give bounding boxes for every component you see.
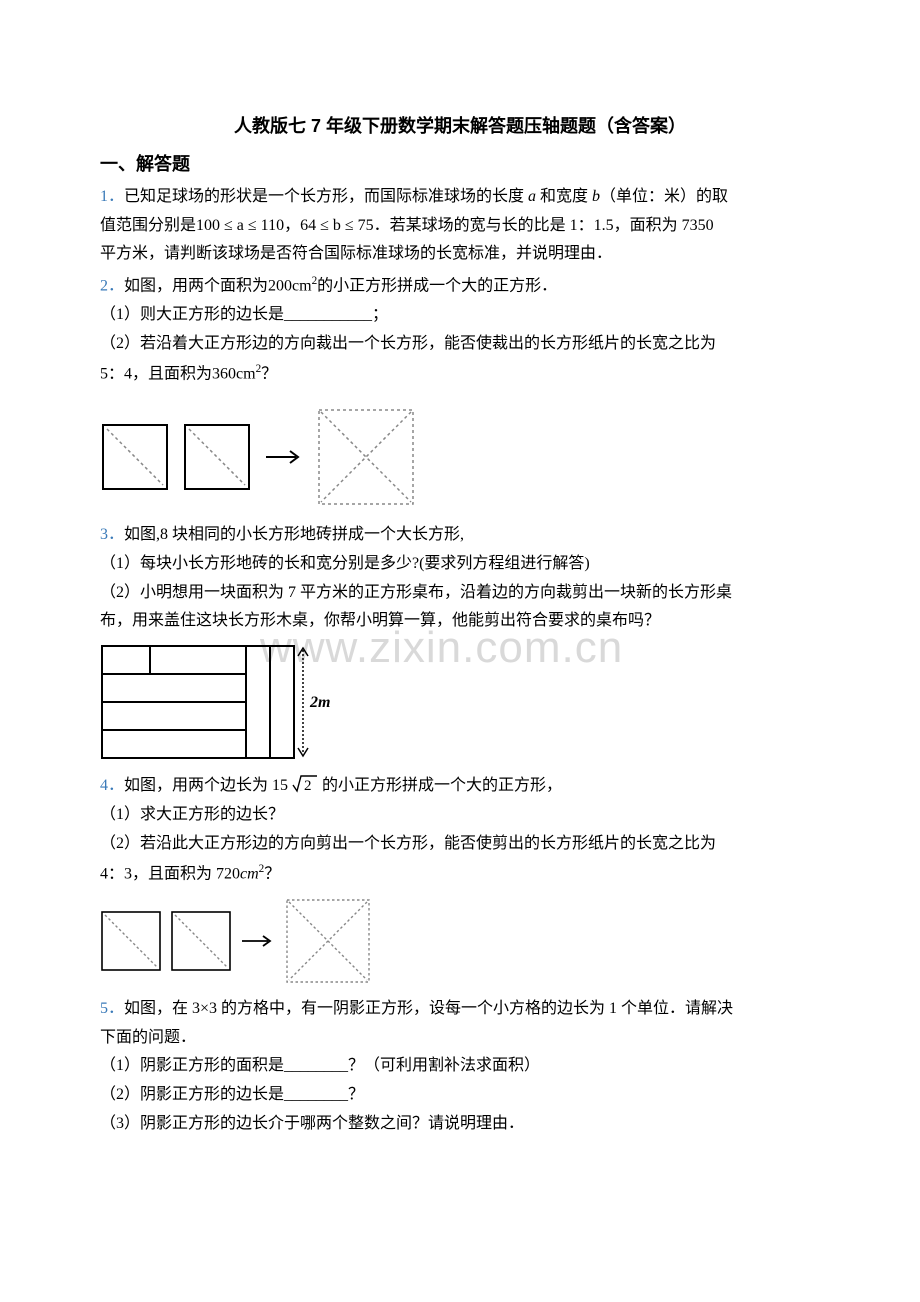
q2-p2: （2）若沿着大正方形边的方向裁出一个长方形，能否使裁出的长方形纸片的长宽之比为 bbox=[100, 330, 820, 359]
q5-num: 5． bbox=[100, 1000, 124, 1017]
q3-p3: 布，用来盖住这块长方形木桌，你帮小明算一算，他能剪出符合要求的桌布吗？ bbox=[100, 607, 820, 636]
question-2: 2．如图，用两个面积为200cm2的小正方形拼成一个大的正方形． （1）则大正方… bbox=[100, 271, 820, 389]
q4-p1: （1）求大正方形的边长？ bbox=[100, 801, 820, 830]
section-heading: 一、解答题 bbox=[100, 148, 820, 180]
q4-text: 的小正方形拼成一个大的正方形， bbox=[322, 777, 562, 794]
q1-text: 值范围分别是 bbox=[100, 217, 196, 234]
q2-text: 如图，用两个面积为 bbox=[124, 278, 268, 295]
svg-text:2: 2 bbox=[304, 778, 312, 793]
q4-text: 4：3，且面积为 720 bbox=[100, 865, 240, 882]
q2-text: 的小正方形拼成一个大的正方形． bbox=[317, 278, 557, 295]
question-3: 3．如图,8 块相同的小长方形地砖拼成一个大长方形, （1）每块小长方形地砖的长… bbox=[100, 521, 820, 636]
q4-small-square-2 bbox=[170, 910, 232, 972]
q3-figure: 2m bbox=[100, 644, 820, 762]
q1-text: （单位：米）的取 bbox=[600, 188, 728, 205]
q4-text: ？ bbox=[264, 865, 280, 882]
q4-big-square bbox=[284, 897, 372, 985]
q2-area1: 200cm bbox=[268, 278, 312, 295]
q2-text: 5：4，且面积为 bbox=[100, 365, 212, 382]
q4-figure bbox=[100, 897, 820, 985]
q1-var-a: a bbox=[528, 188, 536, 205]
page-title: 人教版七 7 年级下册数学期末解答题压轴题题（含答案） bbox=[100, 110, 820, 142]
q3-label: 2m bbox=[309, 694, 330, 711]
q5-p3: （3）阴影正方形的边长介于哪两个整数之间？请说明理由． bbox=[100, 1110, 820, 1139]
q5-text: 下面的问题． bbox=[100, 1024, 820, 1053]
q4-small-square-1 bbox=[100, 910, 162, 972]
question-1: 1．已知足球场的形状是一个长方形，而国际标准球场的长度 a 和宽度 b（单位：米… bbox=[100, 183, 820, 269]
q1-text: 平方米，请判断该球场是否符合国际标准球场的长宽标准，并说明理由． bbox=[100, 240, 820, 269]
q3-text: 如图,8 块相同的小长方形地砖拼成一个大长方形, bbox=[124, 526, 464, 543]
sqrt2-icon: 2 bbox=[292, 773, 318, 793]
q3-p1: （1）每块小长方形地砖的长和宽分别是多少?(要求列方程组进行解答) bbox=[100, 550, 820, 579]
q4-text: 如图，用两个边长为 15 bbox=[124, 777, 288, 794]
q3-p2: （2）小明想用一块面积为 7 平方米的正方形桌布，沿着边的方向裁剪出一块新的长方… bbox=[100, 579, 820, 608]
arrow-icon bbox=[240, 932, 276, 950]
q1-text: 已知足球场的形状是一个长方形，而国际标准球场的长度 bbox=[124, 188, 528, 205]
q1-range-b: 64 ≤ b ≤ 75 bbox=[300, 217, 374, 234]
q1-text: 和宽度 bbox=[536, 188, 592, 205]
q5-p1: （1）阴影正方形的面积是________？（可利用割补法求面积） bbox=[100, 1052, 820, 1081]
q2-big-square bbox=[316, 407, 416, 507]
q2-num: 2． bbox=[100, 278, 124, 295]
question-5: 5．如图，在 3×3 的方格中，有一阴影正方形，设每一个小方格的边长为 1 个单… bbox=[100, 995, 820, 1139]
q1-num: 1． bbox=[100, 188, 124, 205]
q1-text: ．若某球场的宽与长的比是 1：1.5，面积为 7350 bbox=[374, 217, 714, 234]
q2-area2: 360cm bbox=[212, 365, 256, 382]
q4-unit: cm bbox=[240, 865, 259, 882]
q5-text: 如图，在 3×3 的方格中，有一阴影正方形，设每一个小方格的边长为 1 个单位．… bbox=[124, 1000, 733, 1017]
q2-figure bbox=[100, 407, 820, 507]
q2-small-square-1 bbox=[100, 422, 170, 492]
question-4: 4．如图，用两个边长为 15 2 的小正方形拼成一个大的正方形， （1）求大正方… bbox=[100, 772, 820, 889]
q2-p1: （1）则大正方形的边长是___________； bbox=[100, 301, 820, 330]
q1-text: ， bbox=[284, 217, 300, 234]
q5-p2: （2）阴影正方形的边长是________？ bbox=[100, 1081, 820, 1110]
arrow-icon bbox=[264, 447, 304, 467]
q4-p2: （2）若沿此大正方形边的方向剪出一个长方形，能否使剪出的长方形纸片的长宽之比为 bbox=[100, 830, 820, 859]
q1-var-b: b bbox=[592, 188, 600, 205]
q1-range-a: 100 ≤ a ≤ 110 bbox=[196, 217, 284, 234]
q4-num: 4． bbox=[100, 777, 124, 794]
q2-text: ？ bbox=[261, 365, 277, 382]
q3-num: 3． bbox=[100, 526, 124, 543]
q3-tiles-diagram: 2m bbox=[100, 644, 330, 762]
q2-small-square-2 bbox=[182, 422, 252, 492]
